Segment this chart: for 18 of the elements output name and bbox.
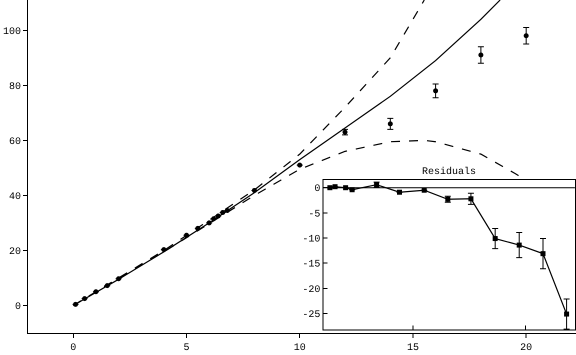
x-tick-label: 20 — [520, 343, 532, 354]
y-tick-label: 80 — [8, 82, 21, 93]
y-tick-label: 0 — [314, 184, 320, 196]
y-tick-label: -20 — [302, 284, 320, 296]
chart-title: Residuals — [422, 166, 476, 178]
y-tick-label: 20 — [8, 246, 21, 258]
y-tick-label: 0 — [14, 302, 21, 313]
x-tick-label: 15 — [406, 343, 419, 354]
y-tick-label: -25 — [302, 310, 320, 322]
y-tick-label: 60 — [8, 136, 21, 148]
y-tick-label: -5 — [308, 209, 320, 220]
y-tick-label: -10 — [302, 234, 320, 246]
y-tick-label: -15 — [302, 260, 320, 271]
x-tick-label: 10 — [294, 343, 306, 354]
y-tick-label: 100 — [2, 26, 21, 38]
x-tick-label: 0 — [70, 343, 76, 354]
y-tick-label: 40 — [8, 192, 21, 203]
x-tick-label: 5 — [184, 343, 190, 354]
